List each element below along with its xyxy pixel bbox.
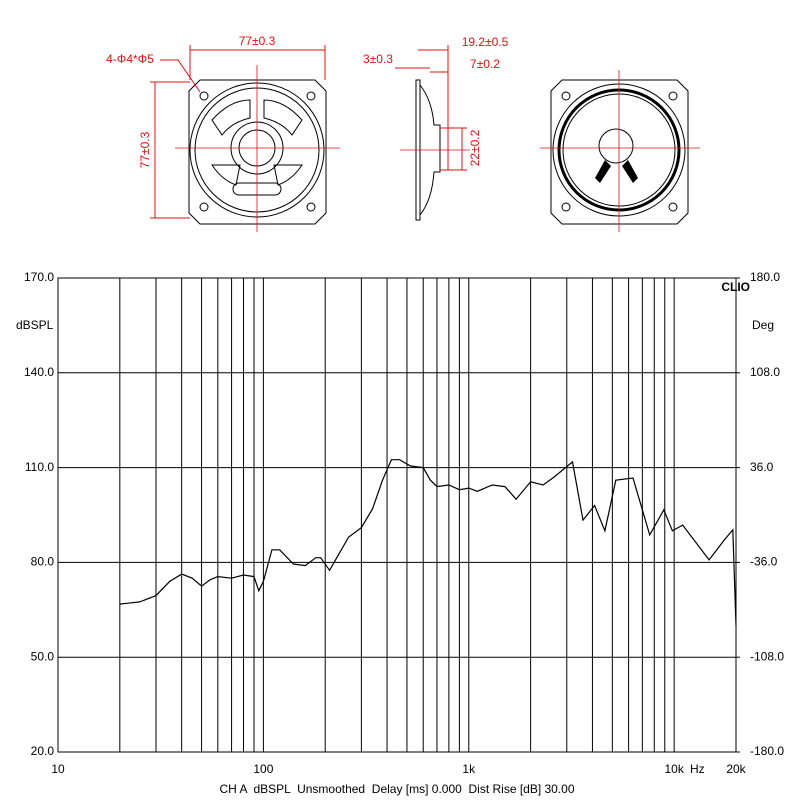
footer: CH A dBSPL Unsmoothed Delay [ms] 0.000 D… bbox=[219, 782, 574, 796]
dim-label: 7±0.2 bbox=[470, 57, 500, 71]
y2-tick-label: 36.0 bbox=[750, 460, 774, 474]
dim-label: 22±0.2 bbox=[468, 129, 482, 166]
y-tick-label: 50.0 bbox=[31, 649, 55, 663]
x-tick-label: 20k bbox=[726, 762, 746, 776]
y2-tick-label: -36.0 bbox=[750, 555, 778, 569]
response-curve bbox=[119, 459, 737, 626]
y2-tick-label: 108.0 bbox=[750, 365, 780, 379]
y-tick-label: 140.0 bbox=[24, 365, 54, 379]
front-view bbox=[150, 45, 340, 232]
dim-label: 19.2±0.5 bbox=[462, 35, 509, 49]
y2-axis-label: Deg bbox=[752, 318, 774, 332]
x-tick-label: 100 bbox=[253, 762, 273, 776]
x-tick-label: 1k bbox=[462, 762, 476, 776]
dim-label: 77±0.3 bbox=[138, 131, 152, 168]
y2-tick-label: 180.0 bbox=[750, 270, 780, 284]
y-tick-label: 110.0 bbox=[25, 460, 54, 474]
x-unit: Hz bbox=[690, 762, 705, 776]
x-tick-label: 10k bbox=[664, 762, 684, 776]
dim-label: 77±0.3 bbox=[239, 34, 276, 48]
y-tick-label: 80.0 bbox=[31, 555, 55, 569]
y2-tick-label: -108.0 bbox=[750, 649, 784, 663]
y-axis-label: dBSPL bbox=[16, 318, 54, 332]
dim-label: 4-Φ4*Φ5 bbox=[106, 52, 154, 66]
x-tick-label: 10 bbox=[51, 762, 65, 776]
plot-frame bbox=[57, 277, 737, 753]
y-tick-label: 170.0 bbox=[24, 270, 54, 284]
side-view bbox=[395, 45, 470, 221]
dim-label: 3±0.3 bbox=[363, 52, 393, 66]
back-view bbox=[540, 70, 700, 232]
y-tick-label: 20.0 bbox=[31, 744, 55, 758]
y2-tick-label: -180.0 bbox=[750, 744, 784, 758]
